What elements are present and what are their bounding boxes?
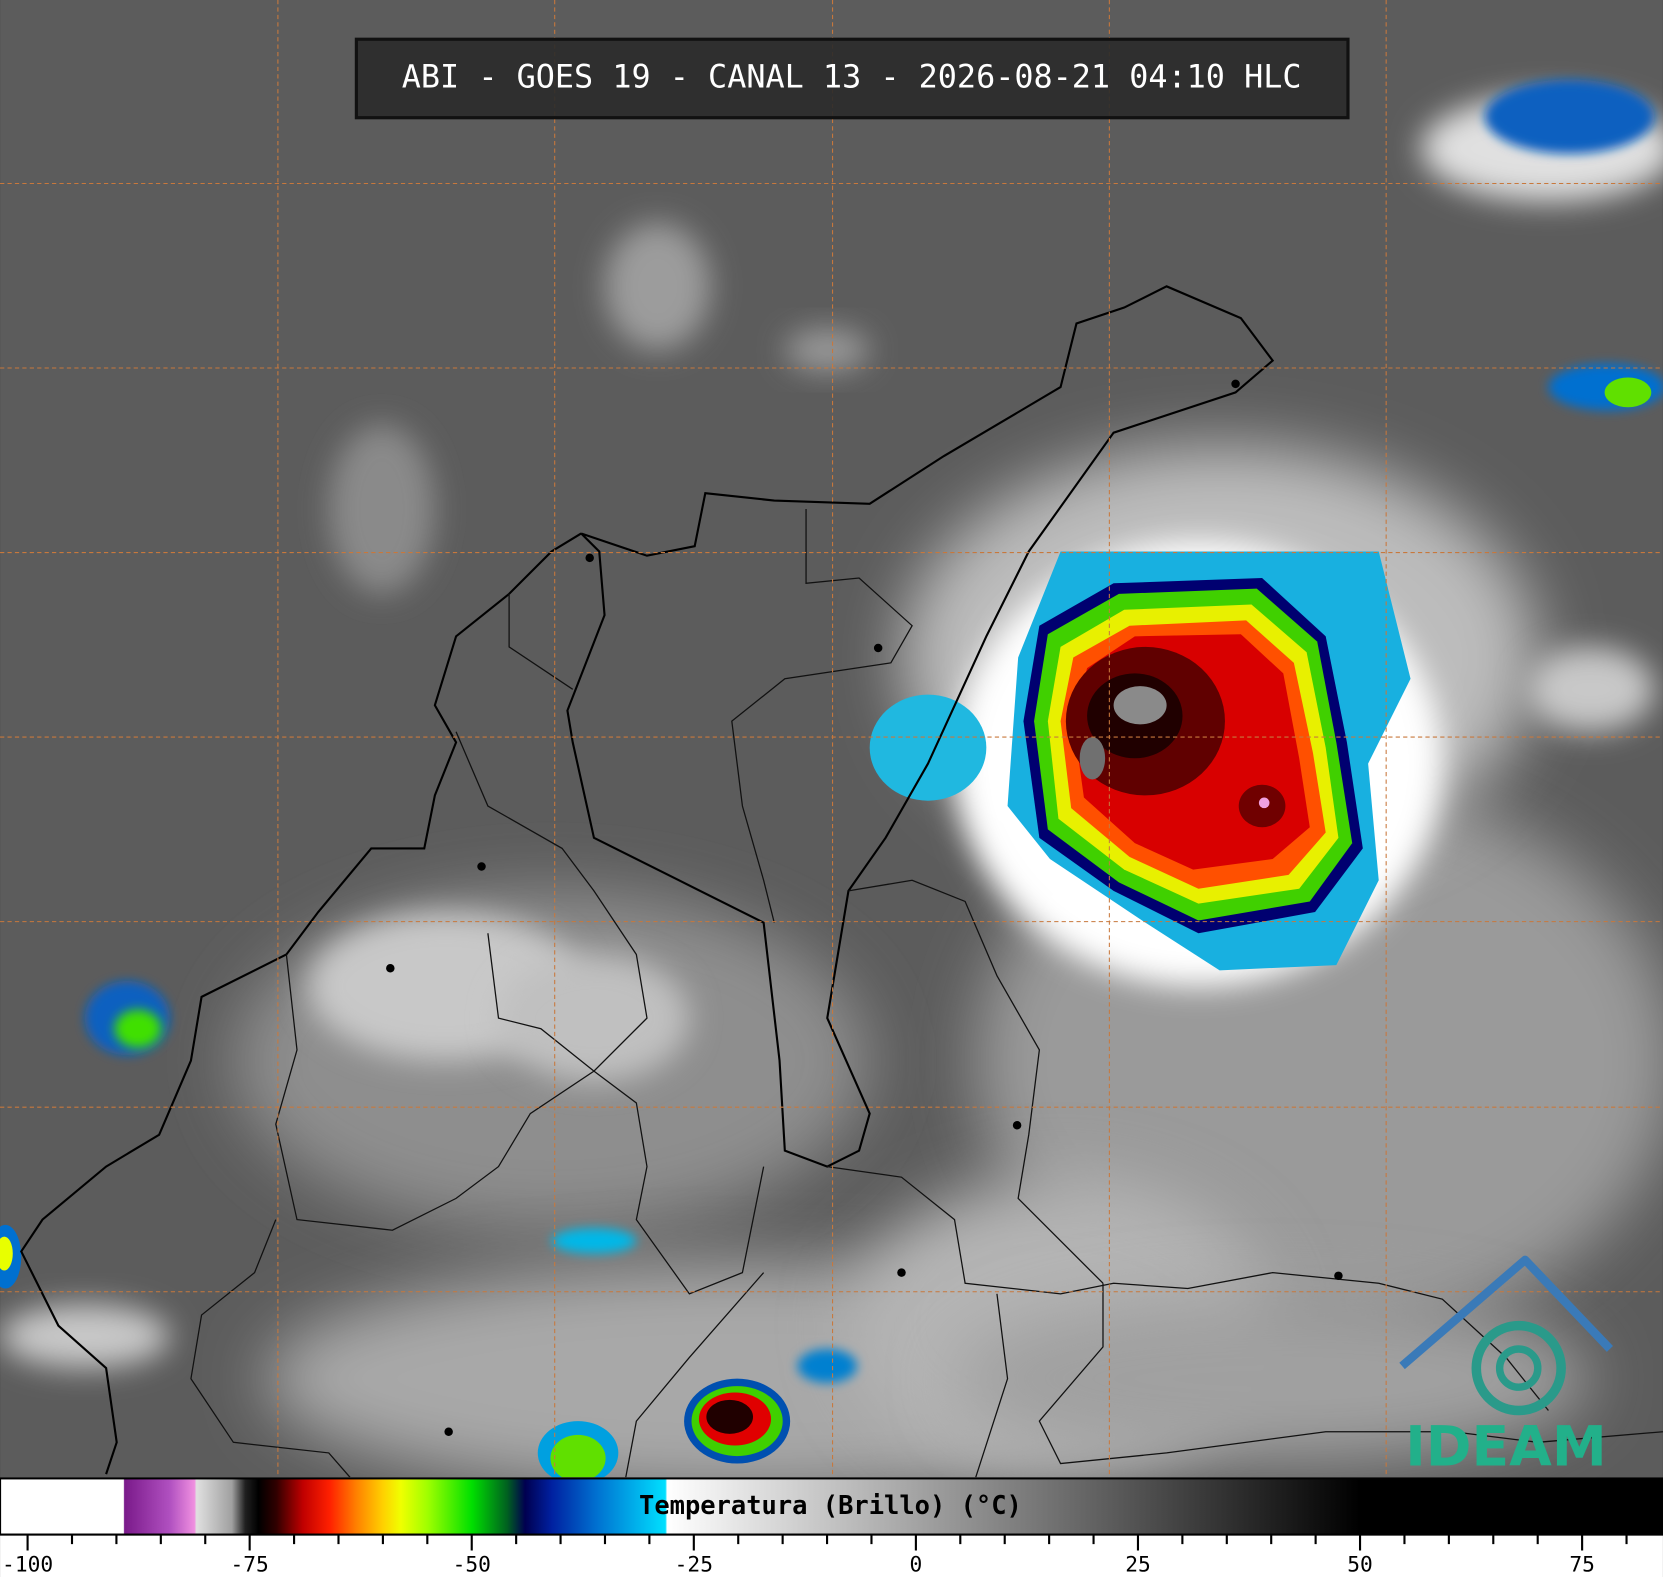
- logo: IDEAM: [1399, 1255, 1613, 1480]
- logo-text: IDEAM: [1405, 1416, 1606, 1480]
- cities: [386, 379, 1343, 1436]
- tick-label: -50: [453, 1552, 491, 1577]
- tick-label: -100: [2, 1552, 53, 1577]
- tick-label: 75: [1569, 1552, 1595, 1577]
- graticule: [0, 0, 1663, 1478]
- title: ABI - GOES 19 - CANAL 13 - 2026-08-21 04…: [402, 57, 1302, 95]
- colorbar: [0, 1477, 1663, 1536]
- colorbar-label: Temperatura (Brillo) (°C): [639, 1491, 1022, 1521]
- tick-label: -75: [231, 1552, 269, 1577]
- storm: [684, 540, 1443, 1464]
- tick-label: 25: [1125, 1552, 1151, 1577]
- tick-label: 0: [910, 1552, 923, 1577]
- title-box: [354, 37, 1350, 120]
- tick-label: -25: [675, 1552, 713, 1577]
- tick-label: 50: [1347, 1552, 1373, 1577]
